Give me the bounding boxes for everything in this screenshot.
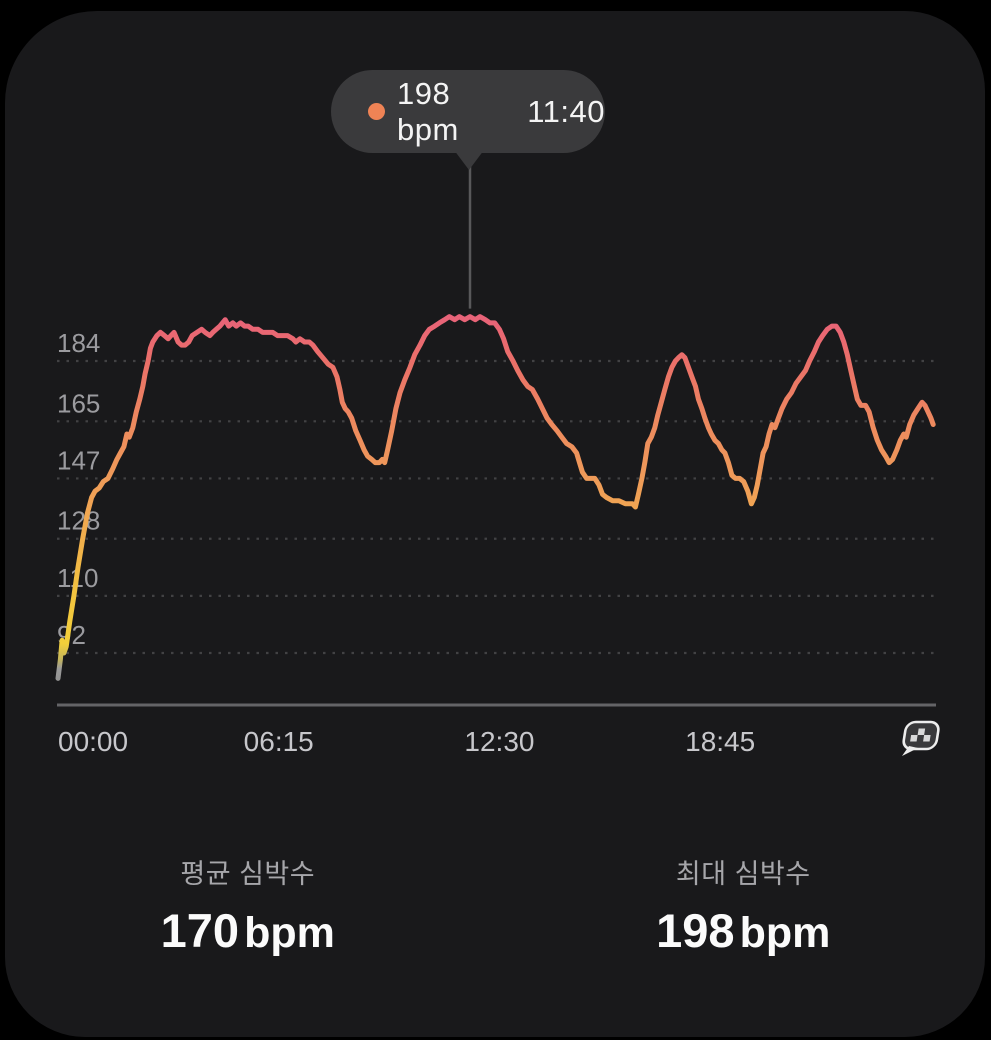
checkered-flag-icon <box>902 720 940 756</box>
summary-stats: 평균 심박수 170 bpm 최대 심박수 198 bpm <box>0 852 991 958</box>
card-panel <box>5 11 985 1037</box>
tooltip-value: 198 bpm <box>397 75 459 147</box>
y-axis-tick-label: 184 <box>57 328 100 358</box>
max-heart-rate-stat: 최대 심박수 198 bpm <box>496 852 991 958</box>
max-heart-rate-label: 최대 심박수 <box>675 859 811 889</box>
x-axis-tick-label: 00:00 <box>58 726 128 757</box>
avg-heart-rate-stat: 평균 심박수 170 bpm <box>0 852 496 958</box>
y-axis-tick-label: 147 <box>57 445 100 475</box>
max-heart-rate-value: 198 bpm <box>656 904 831 957</box>
chart-tooltip: 198 bpm 11:40 <box>331 70 605 153</box>
tooltip-tail <box>454 150 484 170</box>
avg-heart-rate-label: 평균 심박수 <box>180 859 316 889</box>
x-axis-tick-label: 12:30 <box>464 726 534 757</box>
gridlines <box>57 359 936 707</box>
heart-rate-dot-icon <box>368 103 385 120</box>
avg-heart-rate-value: 170 bpm <box>160 904 335 957</box>
y-axis-tick-label: 128 <box>57 506 100 536</box>
y-axis-tick-label: 165 <box>57 388 100 418</box>
heart-rate-line[interactable] <box>55 314 936 681</box>
x-axis-tick-label: 06:15 <box>244 726 314 757</box>
chart-area: 184 165 147 128 110 92 00:00 06:15 12:30 18:45 19… <box>0 0 991 800</box>
x-axis-tick-label: 18:45 <box>685 726 755 757</box>
tooltip-time: 11:40 <box>527 93 605 129</box>
